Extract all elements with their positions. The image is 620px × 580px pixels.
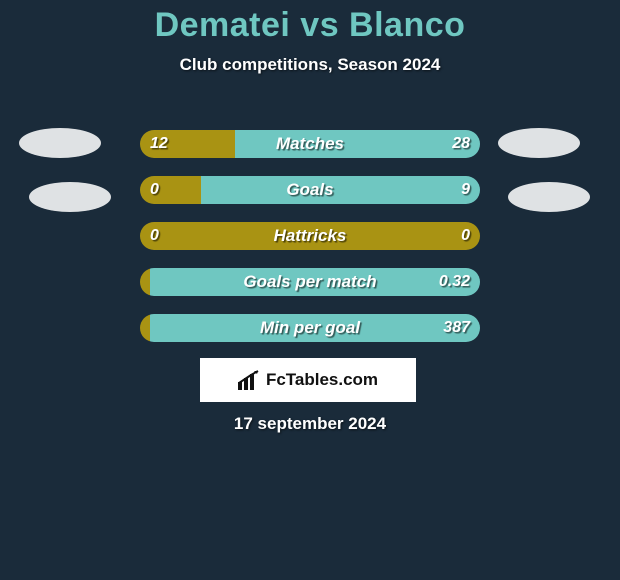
stat-row: 1228Matches xyxy=(140,130,480,158)
generation-date: 17 september 2024 xyxy=(0,414,620,434)
avatar-placeholder xyxy=(19,128,101,158)
stat-value-right: 387 xyxy=(443,314,470,342)
stat-row: 387Min per goal xyxy=(140,314,480,342)
stat-value-left: 0 xyxy=(150,222,159,250)
avatar-placeholder xyxy=(498,128,580,158)
stats-container: 1228Matches09Goals00Hattricks0.32Goals p… xyxy=(140,130,480,360)
stat-value-right: 0 xyxy=(461,222,470,250)
bar-right xyxy=(235,130,480,158)
avatar-placeholder xyxy=(508,182,590,212)
comparison-infographic: Dematei vs Blanco Club competitions, Sea… xyxy=(0,6,620,580)
stat-row: 00Hattricks xyxy=(140,222,480,250)
brand-text: FcTables.com xyxy=(266,370,378,390)
avatar-placeholder xyxy=(29,182,111,212)
stat-value-right: 28 xyxy=(452,130,470,158)
bar-left xyxy=(140,268,150,296)
stat-value-left: 0 xyxy=(150,176,159,204)
stat-value-right: 0.32 xyxy=(439,268,470,296)
brand-box: FcTables.com xyxy=(200,358,416,402)
bar-right xyxy=(150,268,480,296)
brand-chart-icon xyxy=(238,370,260,390)
bar-right xyxy=(201,176,480,204)
page-title: Dematei vs Blanco xyxy=(0,6,620,45)
bar-left xyxy=(140,314,150,342)
stat-value-left: 12 xyxy=(150,130,168,158)
stat-value-right: 9 xyxy=(461,176,470,204)
bar-left xyxy=(140,222,480,250)
page-subtitle: Club competitions, Season 2024 xyxy=(0,55,620,75)
bar-right xyxy=(150,314,480,342)
stat-row: 0.32Goals per match xyxy=(140,268,480,296)
stat-row: 09Goals xyxy=(140,176,480,204)
